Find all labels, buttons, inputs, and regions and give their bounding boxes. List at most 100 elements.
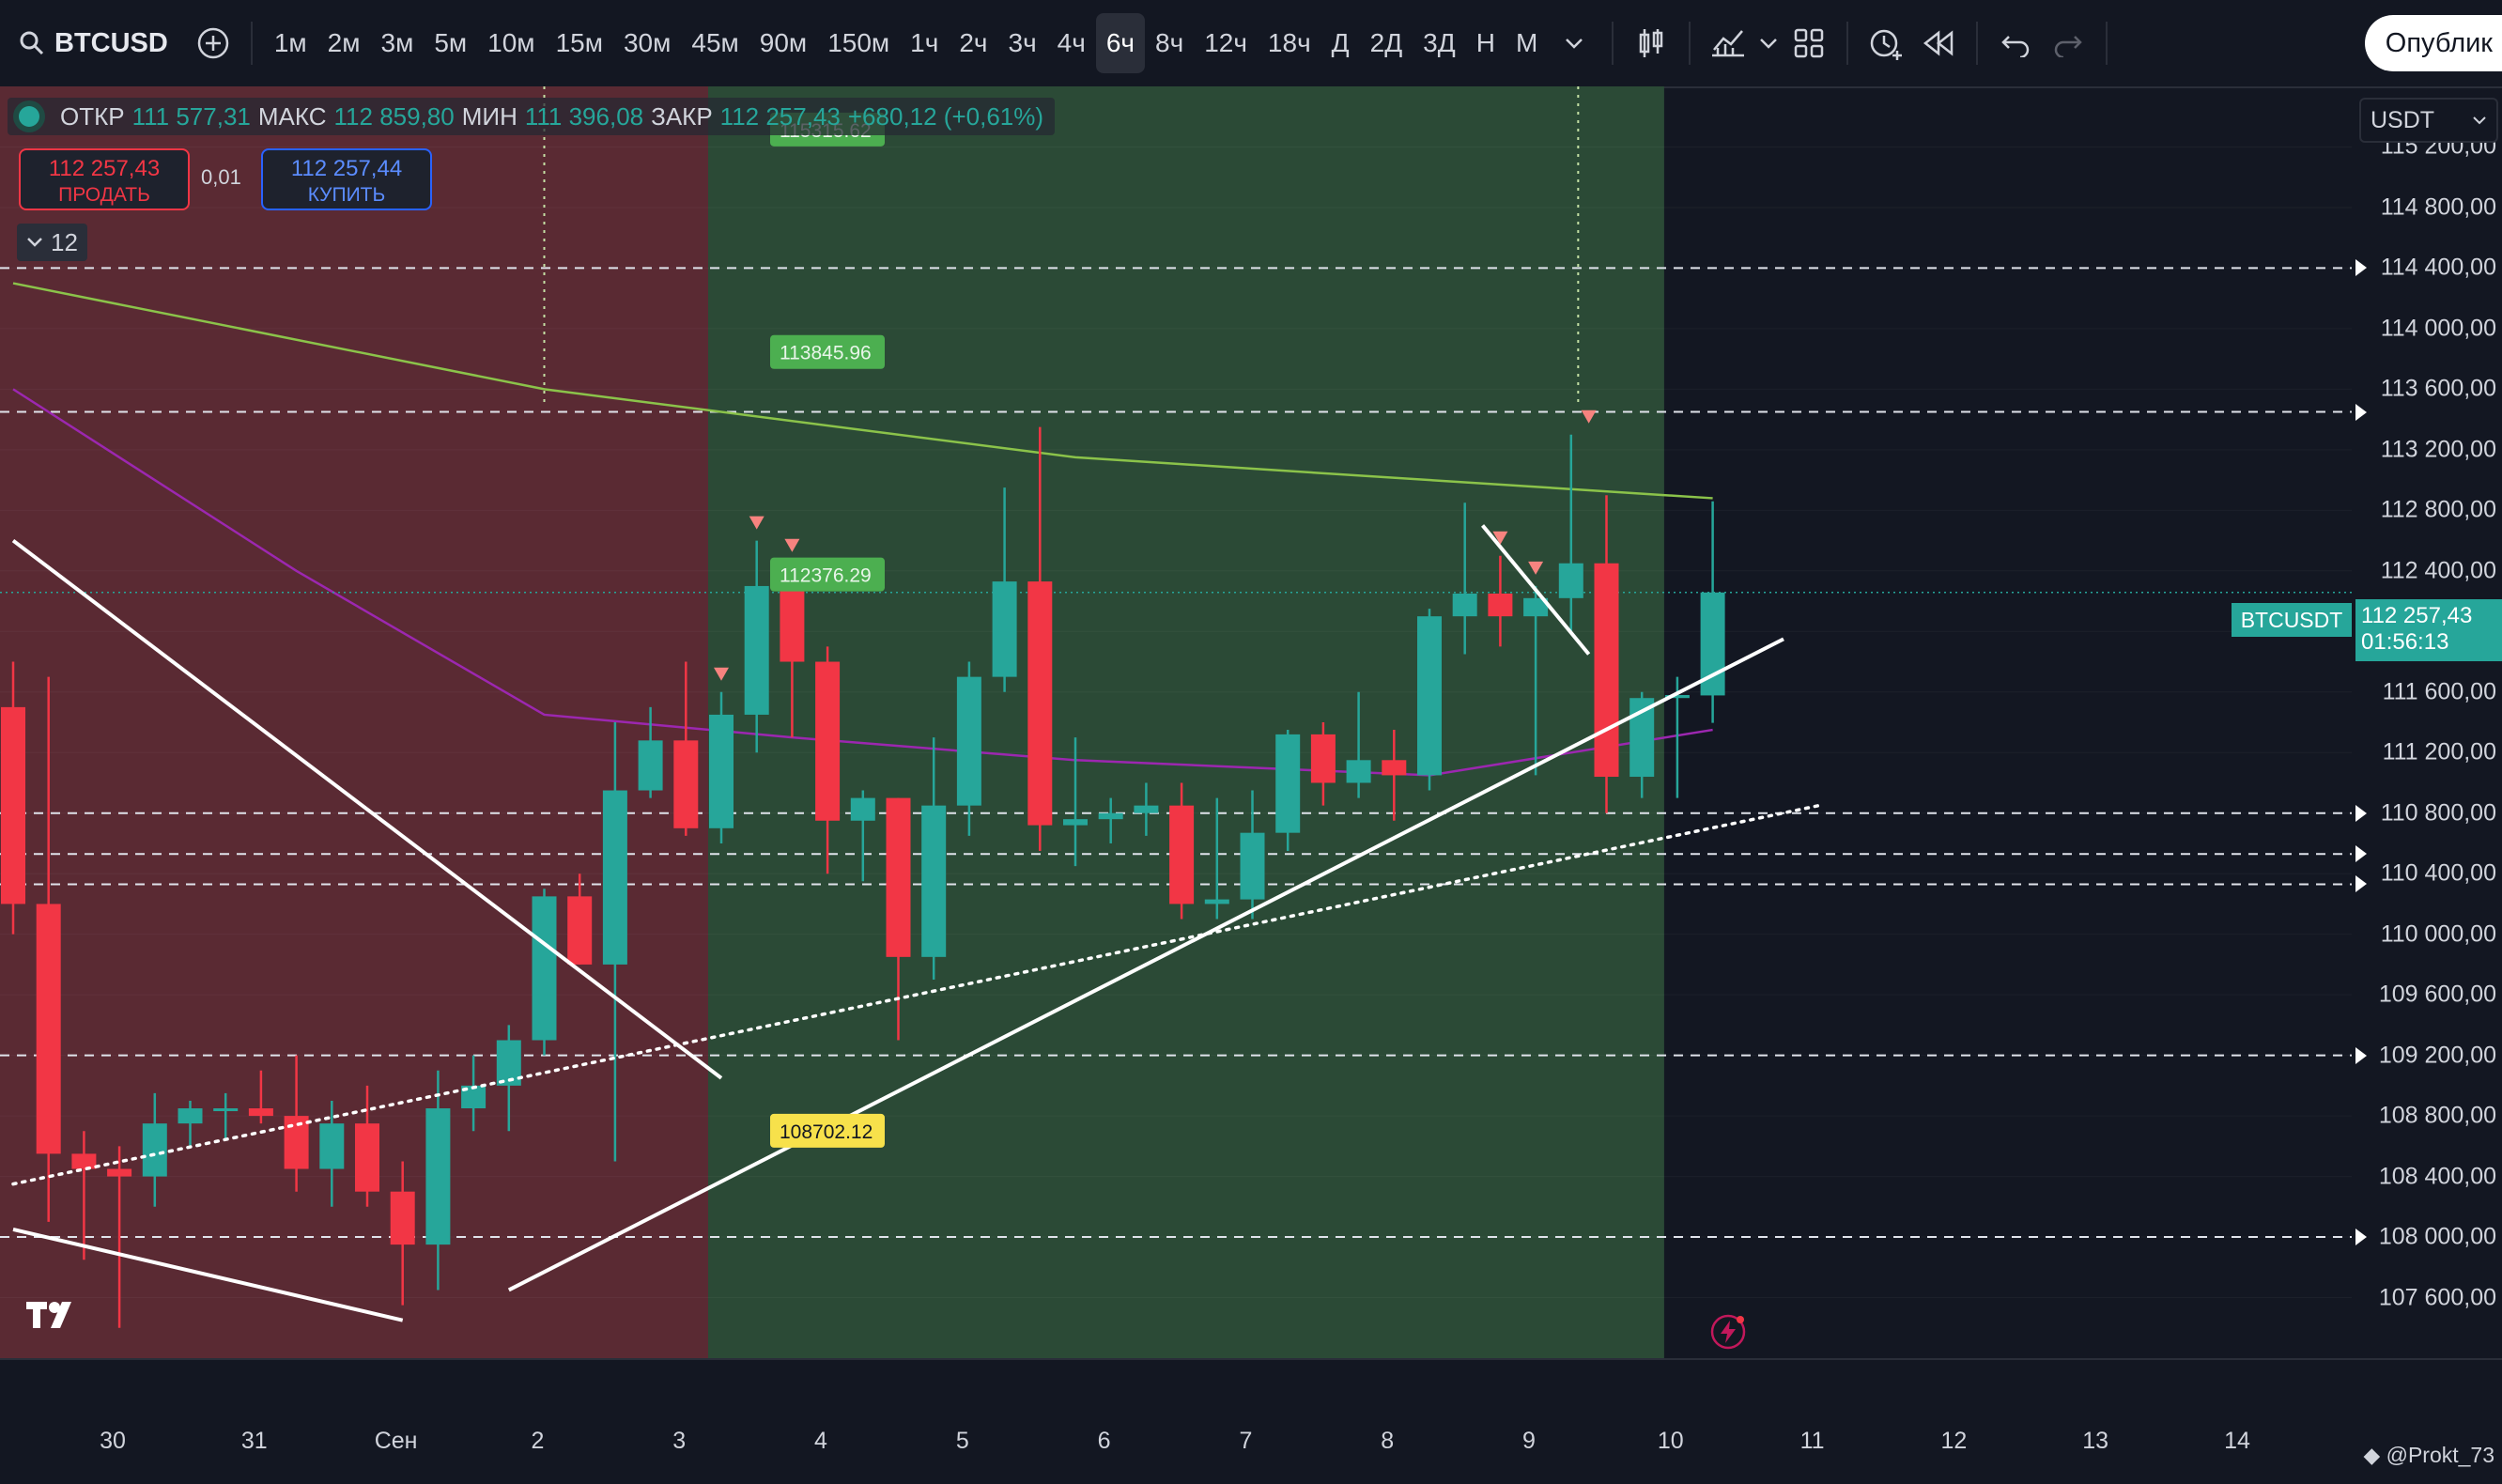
timeframe-14[interactable]: 6ч	[1095, 13, 1146, 73]
undo-button[interactable]	[1989, 13, 2042, 73]
timeframe-20[interactable]: 3Д	[1423, 28, 1456, 57]
trendline	[11, 803, 1821, 1186]
grid-icon	[1795, 28, 1824, 58]
candle-body	[1664, 694, 1690, 699]
live-status-icon	[19, 106, 39, 127]
toolbar-separator	[1689, 22, 1691, 65]
indicators-collapse-button[interactable]: 12	[17, 224, 87, 261]
timeframe-12[interactable]: 3ч	[1008, 28, 1037, 57]
candle-body	[142, 1123, 167, 1177]
sell-price: 112 257,43	[48, 156, 161, 181]
timeframe-7[interactable]: 45м	[691, 28, 739, 57]
candle-body	[886, 797, 911, 957]
price-tick-label: 113 200,00	[2380, 436, 2496, 463]
level-arrow-icon	[2355, 1229, 2367, 1246]
price-tick-label: 114 800,00	[2380, 193, 2496, 221]
timeframe-13[interactable]: 4ч	[1057, 28, 1086, 57]
level-arrow-icon	[2355, 1046, 2367, 1064]
timeframe-19[interactable]: 2Д	[1369, 28, 1403, 57]
open-label: ОТКР	[60, 101, 125, 131]
time-axis[interactable]: 30 31 Сен 2 3 4 5 6 7 8 9 10 11 12 13 14	[0, 1358, 2502, 1484]
candle-body	[71, 1153, 97, 1169]
candles-icon	[1640, 29, 1663, 57]
moving-average-line	[12, 282, 1713, 500]
candle-body	[213, 1108, 239, 1112]
price-tick-label: 112 400,00	[2380, 557, 2496, 584]
timeframe-1[interactable]: 2м	[327, 28, 361, 57]
price-tick-label: 112 800,00	[2380, 496, 2496, 523]
indicators-count: 12	[51, 227, 78, 256]
trendline	[1481, 524, 1591, 656]
candle-body	[1558, 563, 1583, 598]
candle-body	[1346, 760, 1371, 783]
timeframe-9[interactable]: 150м	[827, 28, 890, 57]
timeframe-list: 1м 2м 3м 5м 10м 15м 30м 45м 90м 150м 1ч 2ч 3ч 4ч 6ч 8ч 1…	[264, 13, 1548, 73]
plus-circle-icon	[197, 27, 229, 59]
candle-body	[956, 676, 981, 806]
tradingview-logo	[24, 1298, 85, 1341]
publish-button[interactable]: Опублик	[2364, 15, 2502, 71]
sell-button[interactable]: 112 257,43 ПРОДАТЬ	[19, 148, 190, 210]
candle-body	[1382, 760, 1407, 776]
price-tick-label: 110 800,00	[2380, 799, 2496, 827]
timeframe-8[interactable]: 90м	[759, 28, 808, 57]
chart-type-button[interactable]	[1625, 13, 1677, 73]
alert-button[interactable]	[1860, 13, 1912, 73]
price-callout-label: 113845.96	[780, 343, 872, 364]
timeframe-0[interactable]: 1м	[273, 28, 307, 57]
timeframe-dropdown[interactable]	[1548, 13, 1600, 73]
replay-button[interactable]	[1912, 13, 1965, 73]
timeframe-10[interactable]: 1ч	[910, 28, 939, 57]
indicators-dropdown[interactable]	[1754, 13, 1783, 73]
high-value: 112 859,80	[333, 101, 455, 131]
time-tick-label: 6	[1097, 1428, 1111, 1454]
redo-button[interactable]	[2042, 13, 2094, 73]
currency-select[interactable]: USDT	[2359, 98, 2498, 143]
candle-body	[425, 1108, 451, 1245]
candle-body	[1523, 597, 1549, 617]
timeframe-5[interactable]: 15м	[555, 28, 603, 57]
candle-body	[390, 1191, 415, 1245]
chevron-down-icon	[2473, 116, 2486, 125]
low-value: 111 396,08	[524, 101, 644, 131]
timeframe-17[interactable]: 18ч	[1267, 28, 1311, 57]
buy-button[interactable]: 112 257,44 КУПИТЬ	[261, 148, 432, 210]
timeframe-3[interactable]: 5м	[434, 28, 468, 57]
time-tick-label: 8	[1381, 1428, 1395, 1454]
timeframe-4[interactable]: 10м	[487, 28, 535, 57]
toolbar-separator	[1976, 22, 1979, 65]
timeframe-16[interactable]: 12ч	[1204, 28, 1247, 57]
lightning-icon[interactable]	[1709, 1313, 1747, 1351]
timeframe-6[interactable]: 30м	[623, 28, 672, 57]
timeframe-21[interactable]: Н	[1475, 28, 1495, 57]
redo-icon	[2055, 36, 2083, 57]
candle-body	[178, 1108, 203, 1124]
undo-icon	[2001, 36, 2030, 57]
timeframe-18[interactable]: Д	[1331, 28, 1350, 57]
change-value: +680,12 (+0,61%)	[847, 101, 1044, 131]
price-callout-box	[770, 334, 885, 369]
candle-body	[496, 1040, 521, 1086]
price-axis[interactable]: 115 200,00 114 800,00 114 400,00 114 000,00…	[2352, 86, 2502, 1358]
time-tick-label: 30	[100, 1428, 126, 1454]
timeframe-22[interactable]: М	[1515, 28, 1538, 57]
symbol-search[interactable]: BTCUSD	[0, 0, 187, 86]
layouts-button[interactable]	[1783, 13, 1835, 73]
trendline	[507, 637, 1784, 1292]
level-arrow-icon	[2355, 875, 2367, 893]
candle-body	[1417, 616, 1442, 776]
indicators-button[interactable]	[1702, 13, 1754, 73]
high-label: МАКС	[257, 101, 327, 131]
author-name: @Prokt_73	[2386, 1443, 2494, 1467]
add-symbol-button[interactable]	[187, 13, 239, 73]
candle-body	[1594, 563, 1619, 778]
buy-label: КУПИТЬ	[307, 184, 386, 206]
time-tick-label: 2	[531, 1428, 545, 1454]
candle-body	[319, 1123, 345, 1169]
timeframe-2[interactable]: 3м	[380, 28, 414, 57]
timeframe-11[interactable]: 2ч	[959, 28, 988, 57]
price-tick-label: 111 200,00	[2382, 738, 2496, 765]
currency-value: USDT	[2371, 106, 2435, 133]
timeframe-15[interactable]: 8ч	[1155, 28, 1184, 57]
